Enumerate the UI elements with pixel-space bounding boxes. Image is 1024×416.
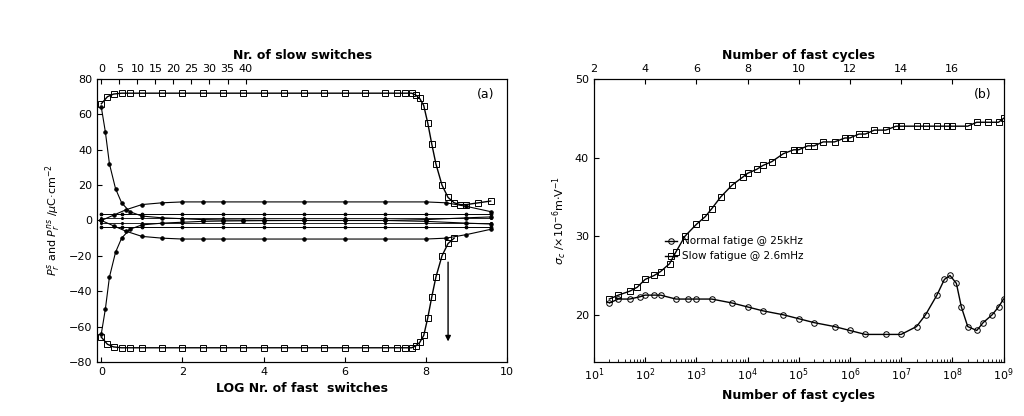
Normal fatige @ 25kHz xyxy=(726,300,738,305)
Slow fatigue @ 2.6mHz xyxy=(880,128,892,133)
Slow fatigue @ 2.6mHz xyxy=(859,131,871,136)
Normal fatige @ 25kHz xyxy=(741,305,754,310)
Normal fatige @ 25kHz xyxy=(808,320,820,325)
Slow fatigue @ 2.6mHz xyxy=(808,144,820,149)
Normal fatige @ 25kHz xyxy=(997,297,1010,302)
Normal fatige @ 25kHz xyxy=(955,305,968,310)
Slow fatigue @ 2.6mHz xyxy=(639,277,651,282)
Text: (a): (a) xyxy=(477,87,495,101)
Normal fatige @ 25kHz xyxy=(859,332,871,337)
Normal fatige @ 25kHz xyxy=(977,320,989,325)
Slow fatigue @ 2.6mHz xyxy=(817,139,829,144)
X-axis label: Nr. of slow switches: Nr. of slow switches xyxy=(232,49,372,62)
Normal fatige @ 25kHz xyxy=(910,324,923,329)
Slow fatigue @ 2.6mHz xyxy=(654,269,667,274)
Text: (b): (b) xyxy=(974,87,991,101)
Slow fatigue @ 2.6mHz xyxy=(962,124,974,129)
Normal fatige @ 25kHz xyxy=(654,292,667,297)
Normal fatige @ 25kHz xyxy=(603,300,615,305)
Normal fatige @ 25kHz xyxy=(950,281,963,286)
Slow fatigue @ 2.6mHz xyxy=(895,124,907,129)
Slow fatigue @ 2.6mHz xyxy=(853,131,865,136)
Normal fatige @ 25kHz xyxy=(931,292,943,297)
Normal fatige @ 25kHz xyxy=(612,297,625,302)
Slow fatigue @ 2.6mHz xyxy=(828,139,841,144)
Slow fatigue @ 2.6mHz xyxy=(603,297,615,302)
Y-axis label: $\sigma_c$ /$\times$10$^{-6}$m$\cdot$V$^{-1}$: $\sigma_c$ /$\times$10$^{-6}$m$\cdot$V$^… xyxy=(551,176,569,265)
Slow fatigue @ 2.6mHz xyxy=(751,167,763,172)
Slow fatigue @ 2.6mHz xyxy=(736,175,749,180)
Normal fatige @ 25kHz xyxy=(844,328,856,333)
Slow fatigue @ 2.6mHz xyxy=(777,151,790,156)
Normal fatige @ 25kHz xyxy=(971,328,983,333)
X-axis label: LOG Nr. of fast  switches: LOG Nr. of fast switches xyxy=(216,382,388,395)
Y-axis label: $P_r^s$ and $P_r^{ns}$ /$\mu$C·cm$^{-2}$: $P_r^s$ and $P_r^{ns}$ /$\mu$C·cm$^{-2}$ xyxy=(44,164,63,277)
Slow fatigue @ 2.6mHz xyxy=(624,289,636,294)
Slow fatigue @ 2.6mHz xyxy=(910,124,923,129)
Slow fatigue @ 2.6mHz xyxy=(920,124,932,129)
Slow fatigue @ 2.6mHz xyxy=(787,147,800,152)
Slow fatigue @ 2.6mHz xyxy=(726,183,738,188)
Slow fatigue @ 2.6mHz xyxy=(890,124,902,129)
Normal fatige @ 25kHz xyxy=(992,305,1005,310)
Slow fatigue @ 2.6mHz xyxy=(690,222,702,227)
Slow fatigue @ 2.6mHz xyxy=(802,144,814,149)
X-axis label: Number of fast cycles: Number of fast cycles xyxy=(722,49,876,62)
Slow fatigue @ 2.6mHz xyxy=(941,124,953,129)
Normal fatige @ 25kHz xyxy=(682,297,694,302)
Slow fatigue @ 2.6mHz xyxy=(839,136,851,141)
Slow fatigue @ 2.6mHz xyxy=(997,116,1010,121)
Slow fatigue @ 2.6mHz xyxy=(648,273,660,278)
Normal fatige @ 25kHz xyxy=(690,297,702,302)
Normal fatige @ 25kHz xyxy=(793,316,805,321)
Line: Normal fatige @ 25kHz: Normal fatige @ 25kHz xyxy=(606,273,1007,337)
Normal fatige @ 25kHz xyxy=(670,297,682,302)
Slow fatigue @ 2.6mHz xyxy=(931,124,943,129)
Slow fatigue @ 2.6mHz xyxy=(946,124,958,129)
Slow fatigue @ 2.6mHz xyxy=(982,120,994,125)
Normal fatige @ 25kHz xyxy=(880,332,892,337)
Normal fatige @ 25kHz xyxy=(777,312,790,317)
Slow fatigue @ 2.6mHz xyxy=(631,285,643,290)
Slow fatigue @ 2.6mHz xyxy=(706,206,718,211)
Normal fatige @ 25kHz xyxy=(634,294,646,299)
Slow fatigue @ 2.6mHz xyxy=(844,136,856,141)
Slow fatigue @ 2.6mHz xyxy=(971,120,983,125)
Normal fatige @ 25kHz xyxy=(962,324,974,329)
Normal fatige @ 25kHz xyxy=(986,312,998,317)
Normal fatige @ 25kHz xyxy=(757,308,769,313)
Slow fatigue @ 2.6mHz xyxy=(766,159,778,164)
Slow fatigue @ 2.6mHz xyxy=(699,214,712,219)
Slow fatigue @ 2.6mHz xyxy=(715,194,727,199)
Slow fatigue @ 2.6mHz xyxy=(793,147,805,152)
Normal fatige @ 25kHz xyxy=(648,292,660,297)
Slow fatigue @ 2.6mHz xyxy=(612,292,625,297)
Line: Slow fatigue @ 2.6mHz: Slow fatigue @ 2.6mHz xyxy=(606,116,1007,302)
Normal fatige @ 25kHz xyxy=(920,312,932,317)
Normal fatige @ 25kHz xyxy=(895,332,907,337)
Normal fatige @ 25kHz xyxy=(639,292,651,297)
Normal fatige @ 25kHz xyxy=(828,324,841,329)
Slow fatigue @ 2.6mHz xyxy=(757,163,769,168)
Normal fatige @ 25kHz xyxy=(624,297,636,302)
Normal fatige @ 25kHz xyxy=(706,297,718,302)
Legend: Normal fatige @ 25kHz, Slow fatigue @ 2.6mHz: Normal fatige @ 25kHz, Slow fatigue @ 2.… xyxy=(660,232,808,265)
Slow fatigue @ 2.6mHz xyxy=(741,171,754,176)
Normal fatige @ 25kHz xyxy=(938,277,950,282)
Slow fatigue @ 2.6mHz xyxy=(868,128,881,133)
Slow fatigue @ 2.6mHz xyxy=(670,250,682,255)
X-axis label: Number of fast cycles: Number of fast cycles xyxy=(722,389,876,402)
Normal fatige @ 25kHz xyxy=(944,273,956,278)
Slow fatigue @ 2.6mHz xyxy=(679,234,691,239)
Slow fatigue @ 2.6mHz xyxy=(992,120,1005,125)
Slow fatigue @ 2.6mHz xyxy=(664,261,676,266)
